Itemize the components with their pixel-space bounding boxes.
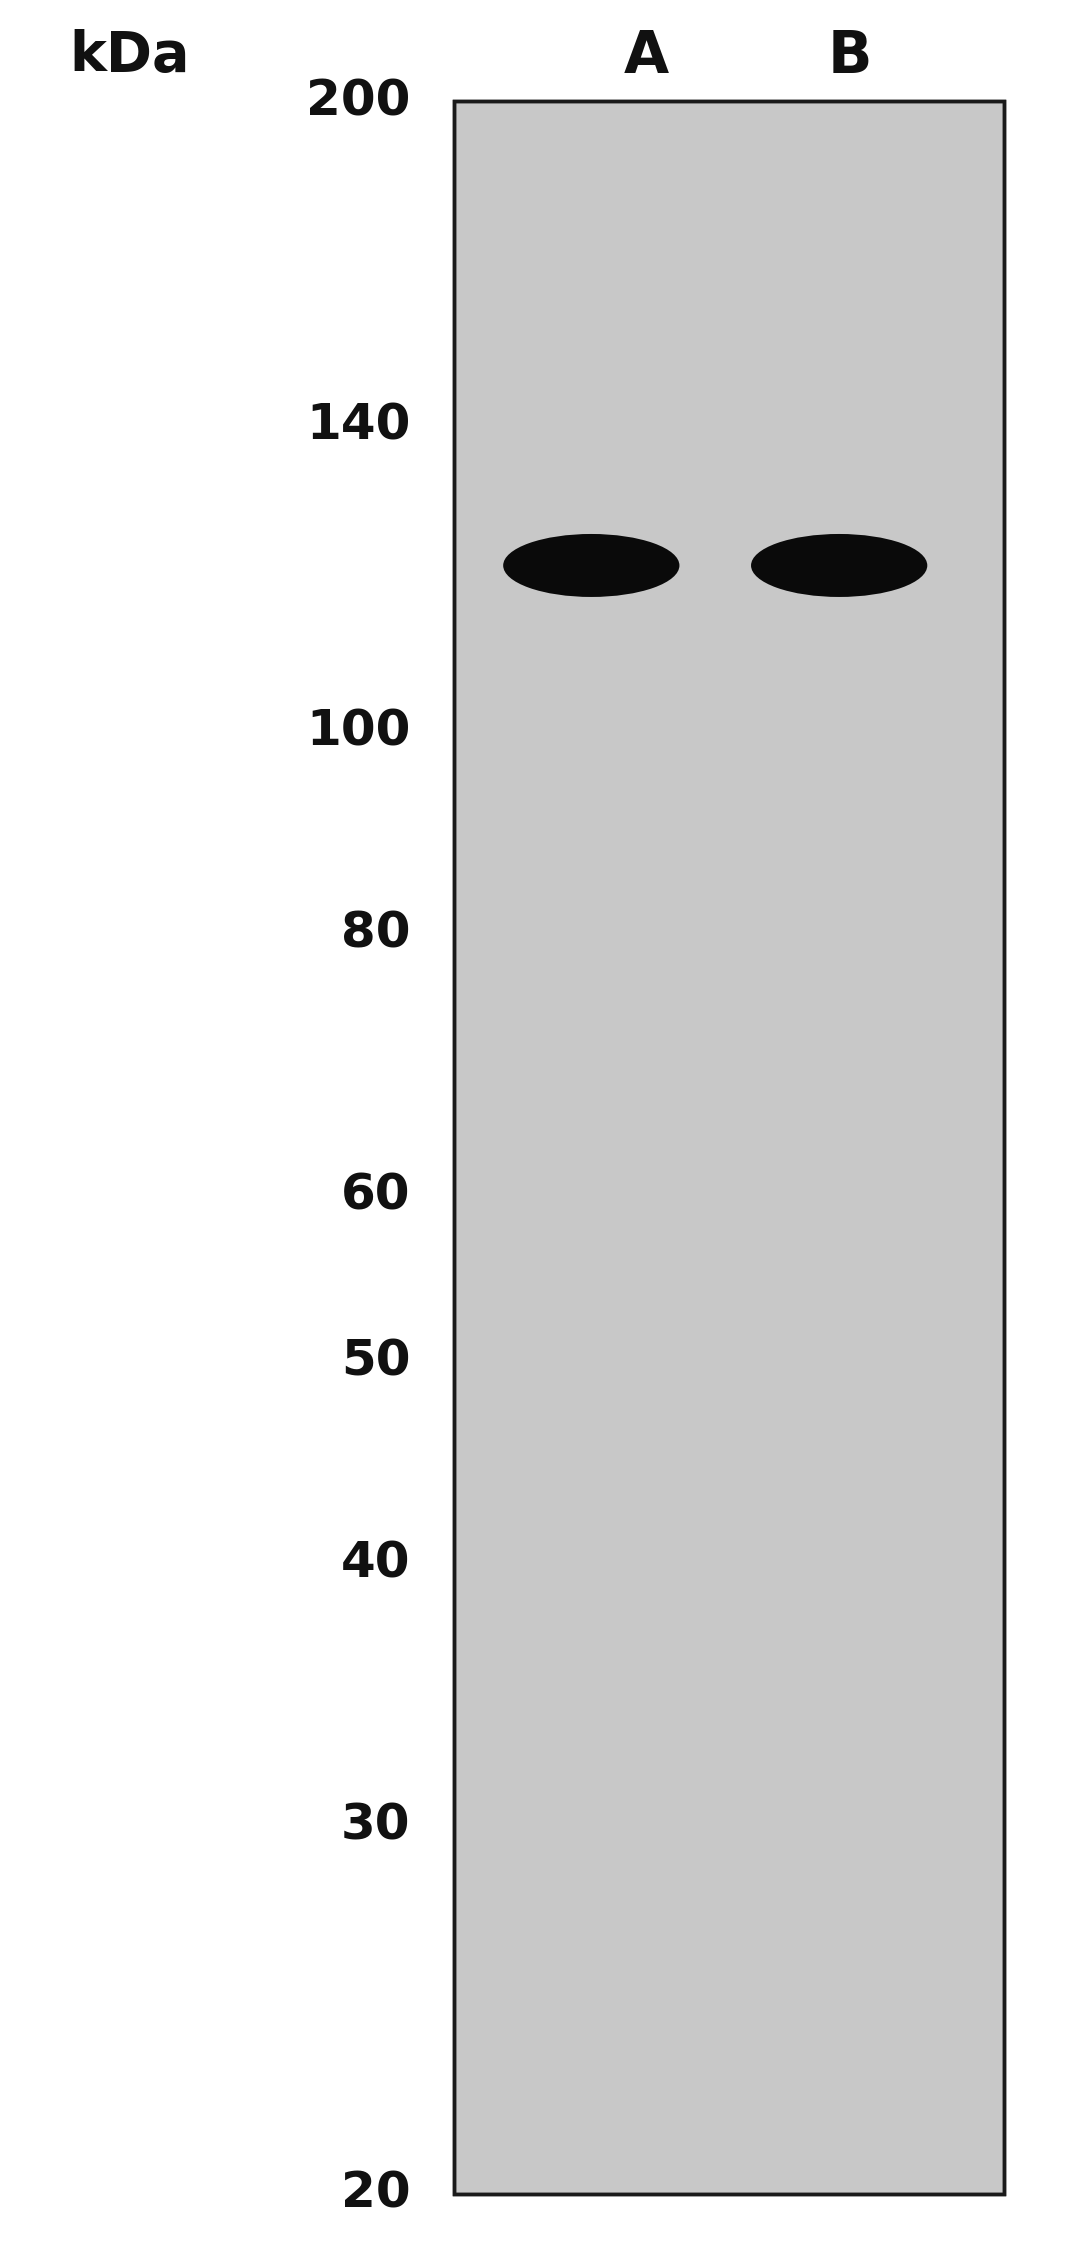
Text: B: B xyxy=(828,27,873,86)
Text: 40: 40 xyxy=(341,1539,410,1588)
Text: 30: 30 xyxy=(341,1802,410,1849)
Text: 100: 100 xyxy=(306,706,410,756)
Text: 50: 50 xyxy=(341,1336,410,1386)
Text: 200: 200 xyxy=(306,76,410,126)
Text: 20: 20 xyxy=(341,2169,410,2218)
Ellipse shape xyxy=(503,533,679,596)
Text: kDa: kDa xyxy=(69,29,190,83)
Text: 80: 80 xyxy=(341,909,410,958)
Text: A: A xyxy=(624,27,669,86)
Text: 140: 140 xyxy=(306,400,410,450)
Bar xyxy=(454,101,1004,2194)
Ellipse shape xyxy=(751,533,928,596)
Bar xyxy=(454,101,1004,2194)
Text: 60: 60 xyxy=(341,1172,410,1220)
